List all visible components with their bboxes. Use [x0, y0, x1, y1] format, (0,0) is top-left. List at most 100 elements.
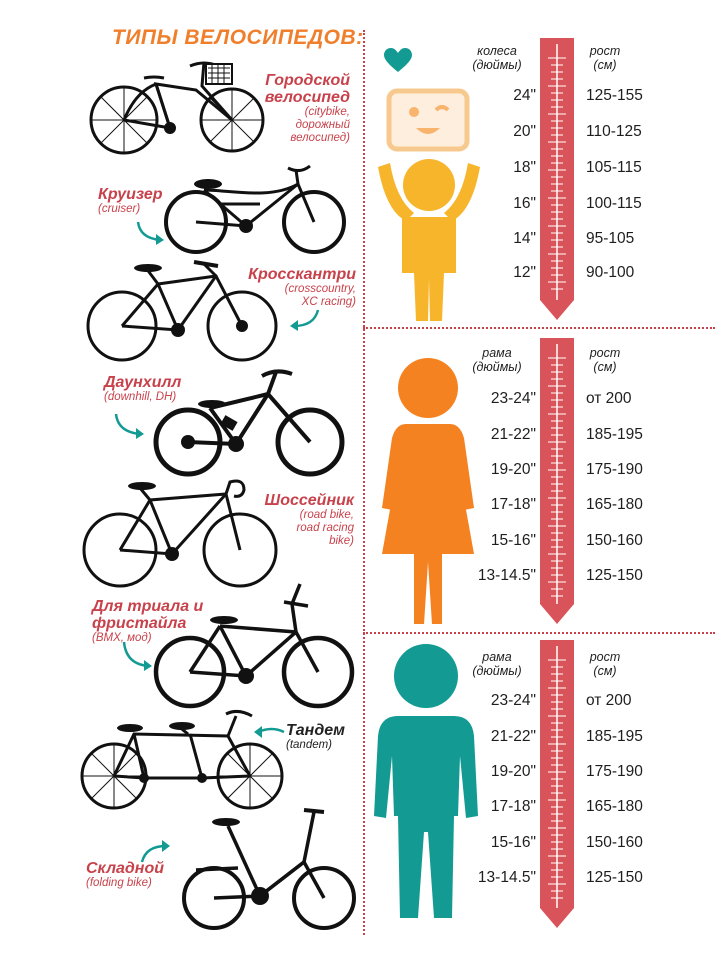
bike-label-folding: Складной (folding bike): [86, 860, 186, 890]
bike-label-road: Шоссейник (road bike, road racing bike): [246, 492, 354, 548]
size-value: 12": [513, 264, 536, 281]
size-value: 19-20": [490, 763, 536, 780]
header-line: (дюймы): [472, 664, 522, 678]
height-value: 185-195: [586, 728, 643, 745]
column-header-wheels: колеса (дюймы): [462, 44, 532, 72]
bike-name: Городской: [265, 72, 350, 89]
bike-sub: дорожный: [295, 119, 350, 131]
size-value: 23-24": [490, 390, 536, 407]
arrow-icon: [140, 840, 170, 863]
bike-sub: (crosscountry,: [284, 283, 356, 295]
size-value: 13-14.5": [477, 567, 536, 584]
size-value: 20": [513, 123, 536, 140]
size-value: 16": [513, 195, 536, 212]
size-value: 14": [513, 230, 536, 247]
bike-name: Даунхилл: [104, 374, 182, 391]
bike-sub: (citybike,: [304, 106, 350, 118]
header-line: рама: [482, 346, 512, 360]
bike-label-tandem: Тандем (tandem): [286, 722, 366, 752]
bike-sub: (road bike,: [299, 509, 354, 521]
size-value: 18": [513, 159, 536, 176]
size-value: 21-22": [490, 426, 536, 443]
bike-name: Круизер: [98, 186, 163, 203]
header-line: рама: [482, 650, 512, 664]
bike-label-downhill: Даунхилл (downhill, DH): [104, 374, 224, 404]
folding-bike-icon: [182, 808, 356, 930]
header-line: (см): [593, 360, 617, 374]
header-line: колеса: [477, 44, 517, 58]
size-value: 23-24": [490, 692, 536, 709]
height-value: 185-195: [586, 426, 643, 443]
crosscountry-bike-icon: [86, 260, 278, 362]
header-line: рост: [589, 44, 621, 58]
height-value: 150-160: [586, 532, 643, 549]
height-value: 125-155: [586, 87, 643, 104]
man-icon: [374, 644, 478, 918]
column-header-height: рост (см): [580, 650, 630, 678]
bike-sub: (tandem): [286, 739, 333, 751]
arrow-icon: [122, 641, 152, 671]
bike-label-cruiser: Круизер (cruiser): [98, 186, 198, 216]
bike-sub: (cruiser): [98, 203, 141, 215]
header-line: (дюймы): [472, 360, 522, 374]
height-value: 125-150: [586, 869, 643, 886]
ruler-icon: [540, 640, 574, 928]
column-header-height: рост (см): [580, 346, 630, 374]
child-icon: [378, 159, 480, 321]
bike-sub: (BMX, мод): [92, 632, 152, 644]
arrow-icon: [290, 309, 320, 331]
size-value: 15-16": [490, 834, 536, 851]
bike-name: велосипед: [264, 89, 350, 106]
height-value: 110-125: [586, 123, 642, 140]
header-line: (см): [593, 664, 617, 678]
road-bike-icon: [82, 479, 278, 588]
bike-sub: (downhill, DH): [104, 391, 177, 403]
bike-sub: XC racing): [301, 296, 356, 308]
bmx-bike-icon: [153, 583, 355, 709]
ruler-icon: [540, 338, 574, 624]
city-bike-icon: [89, 61, 265, 155]
bike-label-city: Городской велосипед (citybike, дорожный …: [240, 72, 350, 145]
bike-sub: (folding bike): [86, 877, 152, 889]
size-value: 24": [513, 87, 536, 104]
section-divider: [363, 632, 715, 634]
size-value: 15-16": [490, 532, 536, 549]
size-value: 17-18": [490, 798, 536, 815]
column-header-height: рост (см): [580, 44, 630, 72]
header-line: рост: [589, 346, 621, 360]
arrow-icon: [114, 413, 144, 439]
height-value: 175-190: [586, 461, 643, 478]
height-value: 150-160: [586, 834, 643, 851]
size-value: 21-22": [490, 728, 536, 745]
smiley-face-icon: [386, 88, 470, 152]
height-value: 95-105: [586, 230, 635, 247]
bike-name: фристайла: [92, 615, 187, 632]
bike-label-crosscountry: Кросскантри (crosscountry, XC racing): [236, 266, 356, 309]
size-value: 17-18": [490, 496, 536, 513]
column-header-frame: рама (дюймы): [462, 650, 532, 678]
bike-name: Складной: [86, 860, 165, 877]
bike-sub: bike): [329, 535, 354, 547]
height-value: 125-150: [586, 567, 643, 584]
bike-name: Шоссейник: [264, 492, 354, 509]
bike-sub: велосипед): [290, 132, 350, 144]
height-value: 105-115: [586, 159, 642, 176]
column-header-frame: рама (дюймы): [462, 346, 532, 374]
page-title: ТИПЫ ВЕЛОСИПЕДОВ:: [112, 26, 364, 49]
header-line: (см): [593, 58, 617, 72]
height-value: 100-115: [586, 195, 642, 212]
section-divider: [363, 327, 715, 329]
height-value: 165-180: [586, 496, 643, 513]
height-value: от 200: [586, 390, 632, 407]
height-value: 90-100: [586, 264, 635, 281]
vertical-divider: [363, 30, 365, 935]
woman-icon: [382, 358, 474, 624]
header-line: (дюймы): [472, 58, 522, 72]
heart-icon: [384, 48, 412, 72]
tandem-bike-icon: [80, 709, 284, 810]
ruler-icon: [540, 38, 574, 320]
bike-name: Тандем: [286, 722, 345, 739]
bike-name: Кросскантри: [248, 266, 356, 283]
size-value: 13-14.5": [477, 869, 536, 886]
